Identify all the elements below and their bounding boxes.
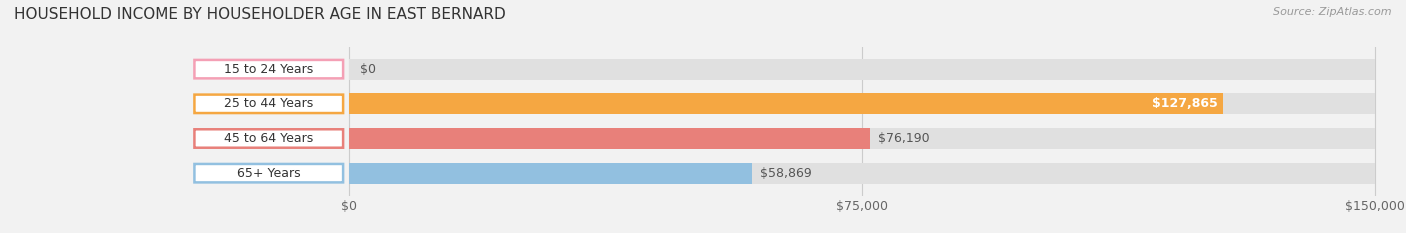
Text: Source: ZipAtlas.com: Source: ZipAtlas.com (1274, 7, 1392, 17)
Text: $127,865: $127,865 (1153, 97, 1218, 110)
Text: 65+ Years: 65+ Years (238, 167, 301, 180)
Bar (349, 93, 1223, 114)
FancyBboxPatch shape (194, 95, 343, 113)
Bar (349, 128, 870, 149)
FancyBboxPatch shape (194, 164, 343, 182)
Text: HOUSEHOLD INCOME BY HOUSEHOLDER AGE IN EAST BERNARD: HOUSEHOLD INCOME BY HOUSEHOLDER AGE IN E… (14, 7, 506, 22)
Bar (349, 128, 1375, 149)
Bar (349, 59, 1375, 79)
Text: 25 to 44 Years: 25 to 44 Years (224, 97, 314, 110)
Text: $58,869: $58,869 (759, 167, 811, 180)
FancyBboxPatch shape (194, 60, 343, 78)
Bar (349, 163, 752, 184)
Text: $0: $0 (360, 63, 375, 76)
Bar (349, 163, 1375, 184)
Text: 45 to 64 Years: 45 to 64 Years (224, 132, 314, 145)
FancyBboxPatch shape (194, 129, 343, 148)
Text: $76,190: $76,190 (879, 132, 929, 145)
Bar (349, 93, 1375, 114)
Text: 15 to 24 Years: 15 to 24 Years (224, 63, 314, 76)
